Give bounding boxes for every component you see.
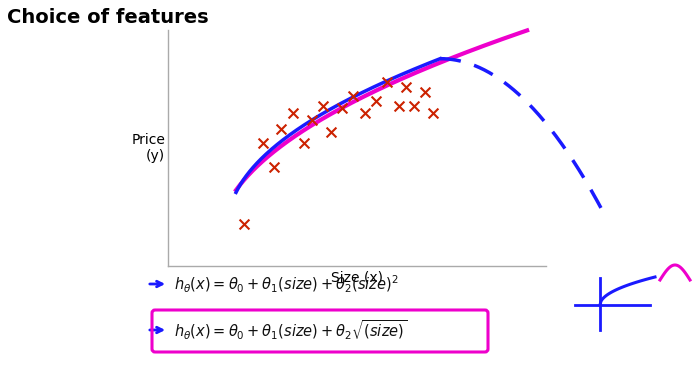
Point bbox=[370, 98, 382, 104]
Point bbox=[427, 110, 438, 116]
Y-axis label: Price
(y): Price (y) bbox=[132, 133, 165, 163]
Point bbox=[238, 220, 249, 226]
Point bbox=[336, 105, 347, 111]
Point bbox=[359, 110, 370, 116]
Point bbox=[382, 79, 393, 85]
Point bbox=[400, 84, 412, 90]
Point bbox=[276, 126, 287, 132]
Point bbox=[317, 103, 328, 109]
Text: Choice of features: Choice of features bbox=[7, 8, 209, 27]
Point bbox=[298, 141, 309, 147]
Point bbox=[348, 93, 359, 100]
Point bbox=[268, 164, 279, 170]
Point bbox=[408, 103, 419, 109]
Point bbox=[419, 89, 430, 95]
X-axis label: Size (x): Size (x) bbox=[331, 270, 383, 284]
Text: $h_\theta(x) = \theta_0 + \theta_1(size) + \theta_2(size)^2$: $h_\theta(x) = \theta_0 + \theta_1(size)… bbox=[174, 274, 399, 294]
Point bbox=[325, 129, 336, 135]
Point bbox=[257, 141, 268, 147]
Point bbox=[287, 110, 298, 116]
Text: $h_\theta(x) = \theta_0 + \theta_1(size) + \theta_2\sqrt{(size)}$: $h_\theta(x) = \theta_0 + \theta_1(size)… bbox=[174, 318, 407, 342]
Point bbox=[306, 117, 317, 123]
Point bbox=[393, 103, 404, 109]
